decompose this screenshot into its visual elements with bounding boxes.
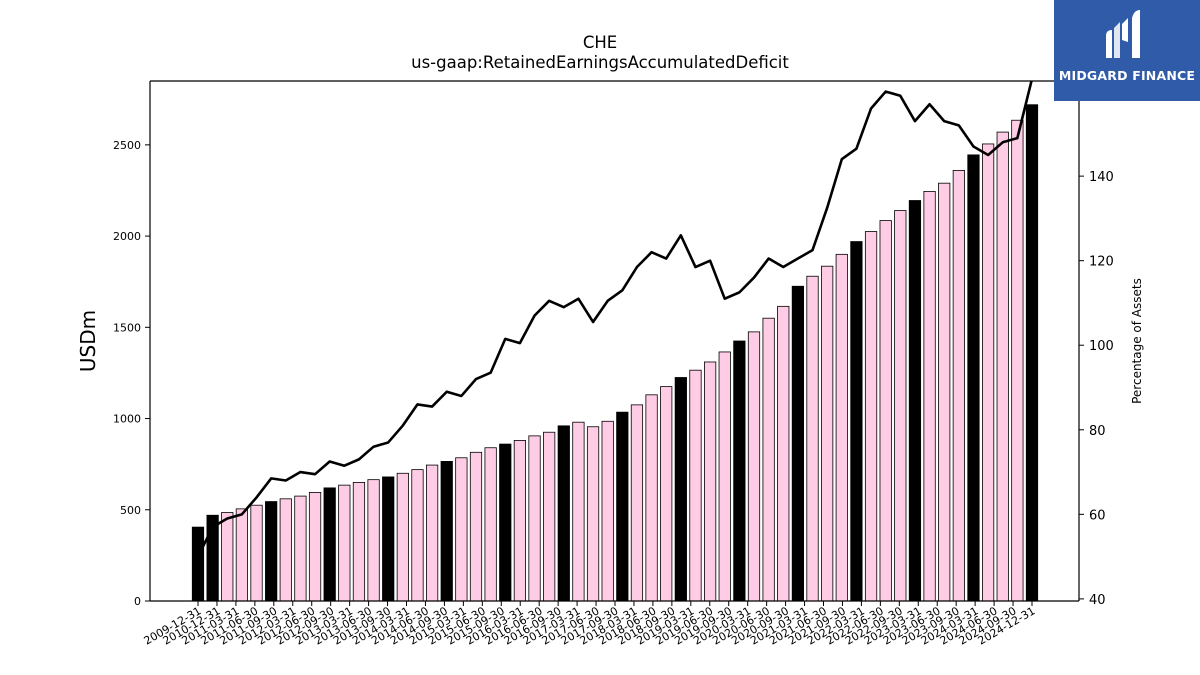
bar-2021-06-30 [864, 231, 878, 602]
y-tick-label-1000: 1000 [113, 413, 141, 426]
bar-2018-03-31 [674, 377, 687, 602]
bar-2009-12-31 [191, 526, 205, 602]
bar-2015-03-31 [499, 443, 512, 602]
bar-2012-03-31 [323, 487, 336, 602]
bar-2016-06-30 [572, 421, 585, 602]
bar-2018-06-30 [689, 369, 702, 602]
bar-2012-12-31 [367, 479, 380, 602]
bar-2013-06-30 [396, 472, 409, 602]
bar-2020-09-30 [821, 265, 834, 602]
y2-tick-label-140: 140 [1089, 170, 1114, 185]
bar-2017-06-30 [630, 404, 644, 602]
bar-2011-03-31 [265, 501, 278, 602]
bar-2020-03-31 [791, 285, 805, 602]
y2-tick-label-120: 120 [1089, 255, 1114, 270]
y2-axis-label: Percentage of Assets [1130, 278, 1144, 404]
bar-2016-12-31 [601, 420, 614, 602]
bar-2010-06-30 [221, 512, 234, 602]
chart-title: CHE [582, 33, 618, 52]
y-tick-label-1500: 1500 [113, 321, 141, 334]
bar-2015-12-31 [543, 431, 556, 602]
bar-2018-09-30 [704, 361, 717, 602]
bar-2017-03-31 [616, 411, 629, 602]
bar-2014-06-30 [455, 457, 468, 602]
bar-2011-09-30 [294, 495, 307, 602]
bar-2020-06-30 [806, 275, 819, 602]
bar-2020-12-31 [835, 253, 848, 602]
bar-2023-03-31 [967, 154, 980, 602]
y2-tick-label-100: 100 [1089, 339, 1114, 354]
pct-assets-line [196, 81, 1033, 558]
bar-2019-12-31 [777, 305, 790, 602]
midgard-logo-mark-icon [1106, 10, 1140, 58]
y2-tick-label-60: 60 [1089, 508, 1106, 523]
bar-2013-12-31 [425, 464, 439, 602]
bar-2019-06-30 [747, 331, 761, 602]
y-tick-label-2000: 2000 [113, 230, 141, 243]
bar-2013-03-31 [382, 476, 395, 602]
bar-2010-09-30 [235, 508, 249, 602]
bar-2023-09-30 [996, 131, 1009, 602]
brand-logo-text: MIDGARD FINANCE [1058, 68, 1196, 83]
bar-2021-12-31 [894, 210, 907, 602]
bar-2018-12-31 [718, 351, 731, 602]
y-tick-label-0: 0 [134, 595, 141, 608]
bar-2022-09-30 [938, 182, 951, 602]
bar-2021-09-30 [879, 220, 892, 602]
bar-2021-03-31 [850, 241, 863, 602]
bar-2011-06-30 [279, 498, 292, 602]
bar-2019-03-31 [733, 340, 746, 602]
bar-2023-06-30 [982, 143, 995, 602]
y-tick-label-2500: 2500 [113, 139, 141, 152]
y2-tick-label-80: 80 [1089, 424, 1106, 439]
y-axis-label: USDm [76, 310, 100, 372]
bar-2012-06-30 [338, 484, 351, 602]
bar-2015-09-30 [528, 435, 541, 602]
bar-2024-03-31 [1025, 104, 1039, 602]
bar-2022-03-31 [908, 200, 922, 602]
bar-2016-03-31 [557, 425, 570, 602]
bar-2014-03-31 [440, 461, 453, 602]
brand-logo: MIDGARD FINANCE [1054, 0, 1200, 101]
bar-2017-09-30 [645, 394, 658, 602]
bar-2014-09-30 [469, 451, 483, 602]
bar-2019-09-30 [762, 317, 775, 602]
bar-2013-09-30 [411, 469, 424, 602]
y2-tick-label-40: 40 [1089, 593, 1106, 608]
bar-2017-12-31 [660, 386, 673, 602]
bar-2015-06-30 [513, 440, 527, 602]
bar-2016-09-30 [586, 426, 600, 602]
bar-2022-12-31 [952, 169, 965, 602]
bar-2023-12-31 [1011, 119, 1024, 602]
bar-2022-06-30 [923, 190, 936, 602]
y-tick-label-500: 500 [120, 504, 141, 517]
bar-2010-12-31 [250, 504, 263, 602]
bar-2012-09-30 [352, 481, 366, 602]
chart-subtitle: us-gaap:RetainedEarningsAccumulatedDefic… [411, 53, 789, 72]
bar-2011-12-31 [308, 492, 322, 602]
bar-2014-12-31 [484, 447, 497, 602]
